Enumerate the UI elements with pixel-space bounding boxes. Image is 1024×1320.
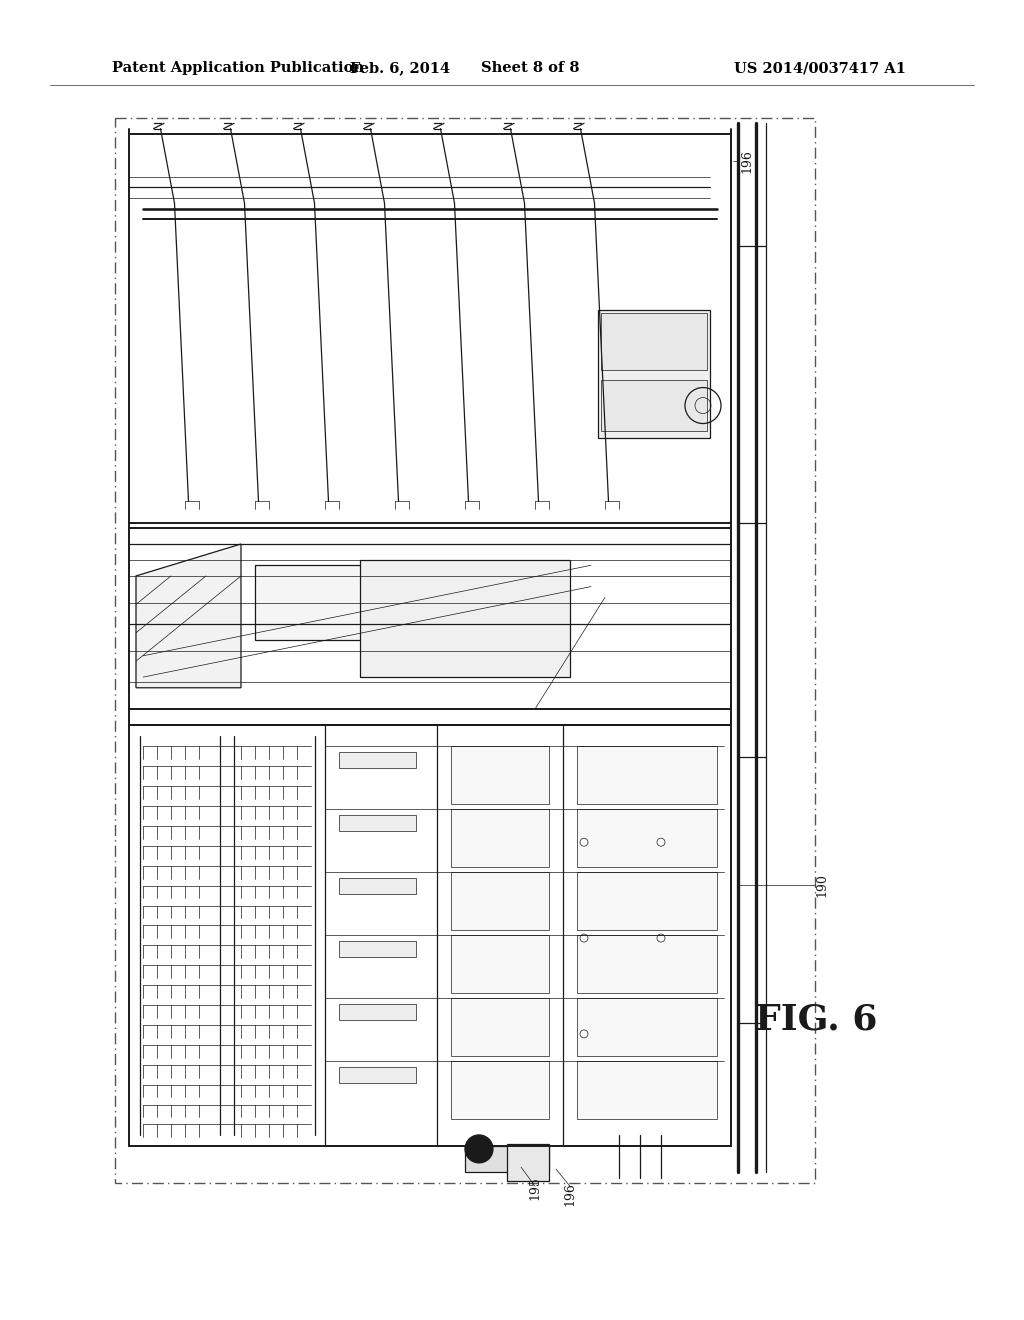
Text: Feb. 6, 2014: Feb. 6, 2014	[350, 61, 451, 75]
Text: 196: 196	[563, 1183, 577, 1206]
Text: FIG. 6: FIG. 6	[755, 1003, 878, 1038]
Bar	[598, 310, 710, 437]
Bar	[339, 941, 416, 957]
Bar	[339, 751, 416, 768]
Bar	[451, 936, 549, 993]
Bar	[451, 746, 549, 804]
Text: 196: 196	[740, 149, 753, 173]
Text: 195: 195	[528, 1176, 542, 1200]
Bar	[339, 1003, 416, 1020]
Text: Sheet 8 of 8: Sheet 8 of 8	[480, 61, 580, 75]
Circle shape	[472, 1142, 486, 1156]
Bar	[601, 380, 707, 432]
Circle shape	[465, 1135, 493, 1163]
Bar	[451, 873, 549, 931]
Bar	[577, 746, 717, 804]
Bar	[339, 1067, 416, 1082]
Bar	[577, 873, 717, 931]
Bar	[577, 936, 717, 993]
Bar	[255, 565, 451, 640]
Bar	[451, 998, 549, 1056]
Bar	[507, 1143, 549, 1181]
Bar	[577, 1061, 717, 1119]
Bar	[451, 809, 549, 867]
Bar	[577, 998, 717, 1056]
Bar	[115, 117, 815, 1183]
Text: 190: 190	[815, 873, 828, 896]
Bar	[339, 814, 416, 830]
Bar	[451, 1061, 549, 1119]
Bar	[360, 560, 570, 677]
Polygon shape	[136, 544, 241, 688]
Bar	[339, 878, 416, 894]
Bar	[601, 313, 707, 370]
Text: Patent Application Publication: Patent Application Publication	[112, 61, 364, 75]
Bar	[465, 1146, 549, 1172]
Bar	[577, 809, 717, 867]
Text: US 2014/0037417 A1: US 2014/0037417 A1	[734, 61, 906, 75]
